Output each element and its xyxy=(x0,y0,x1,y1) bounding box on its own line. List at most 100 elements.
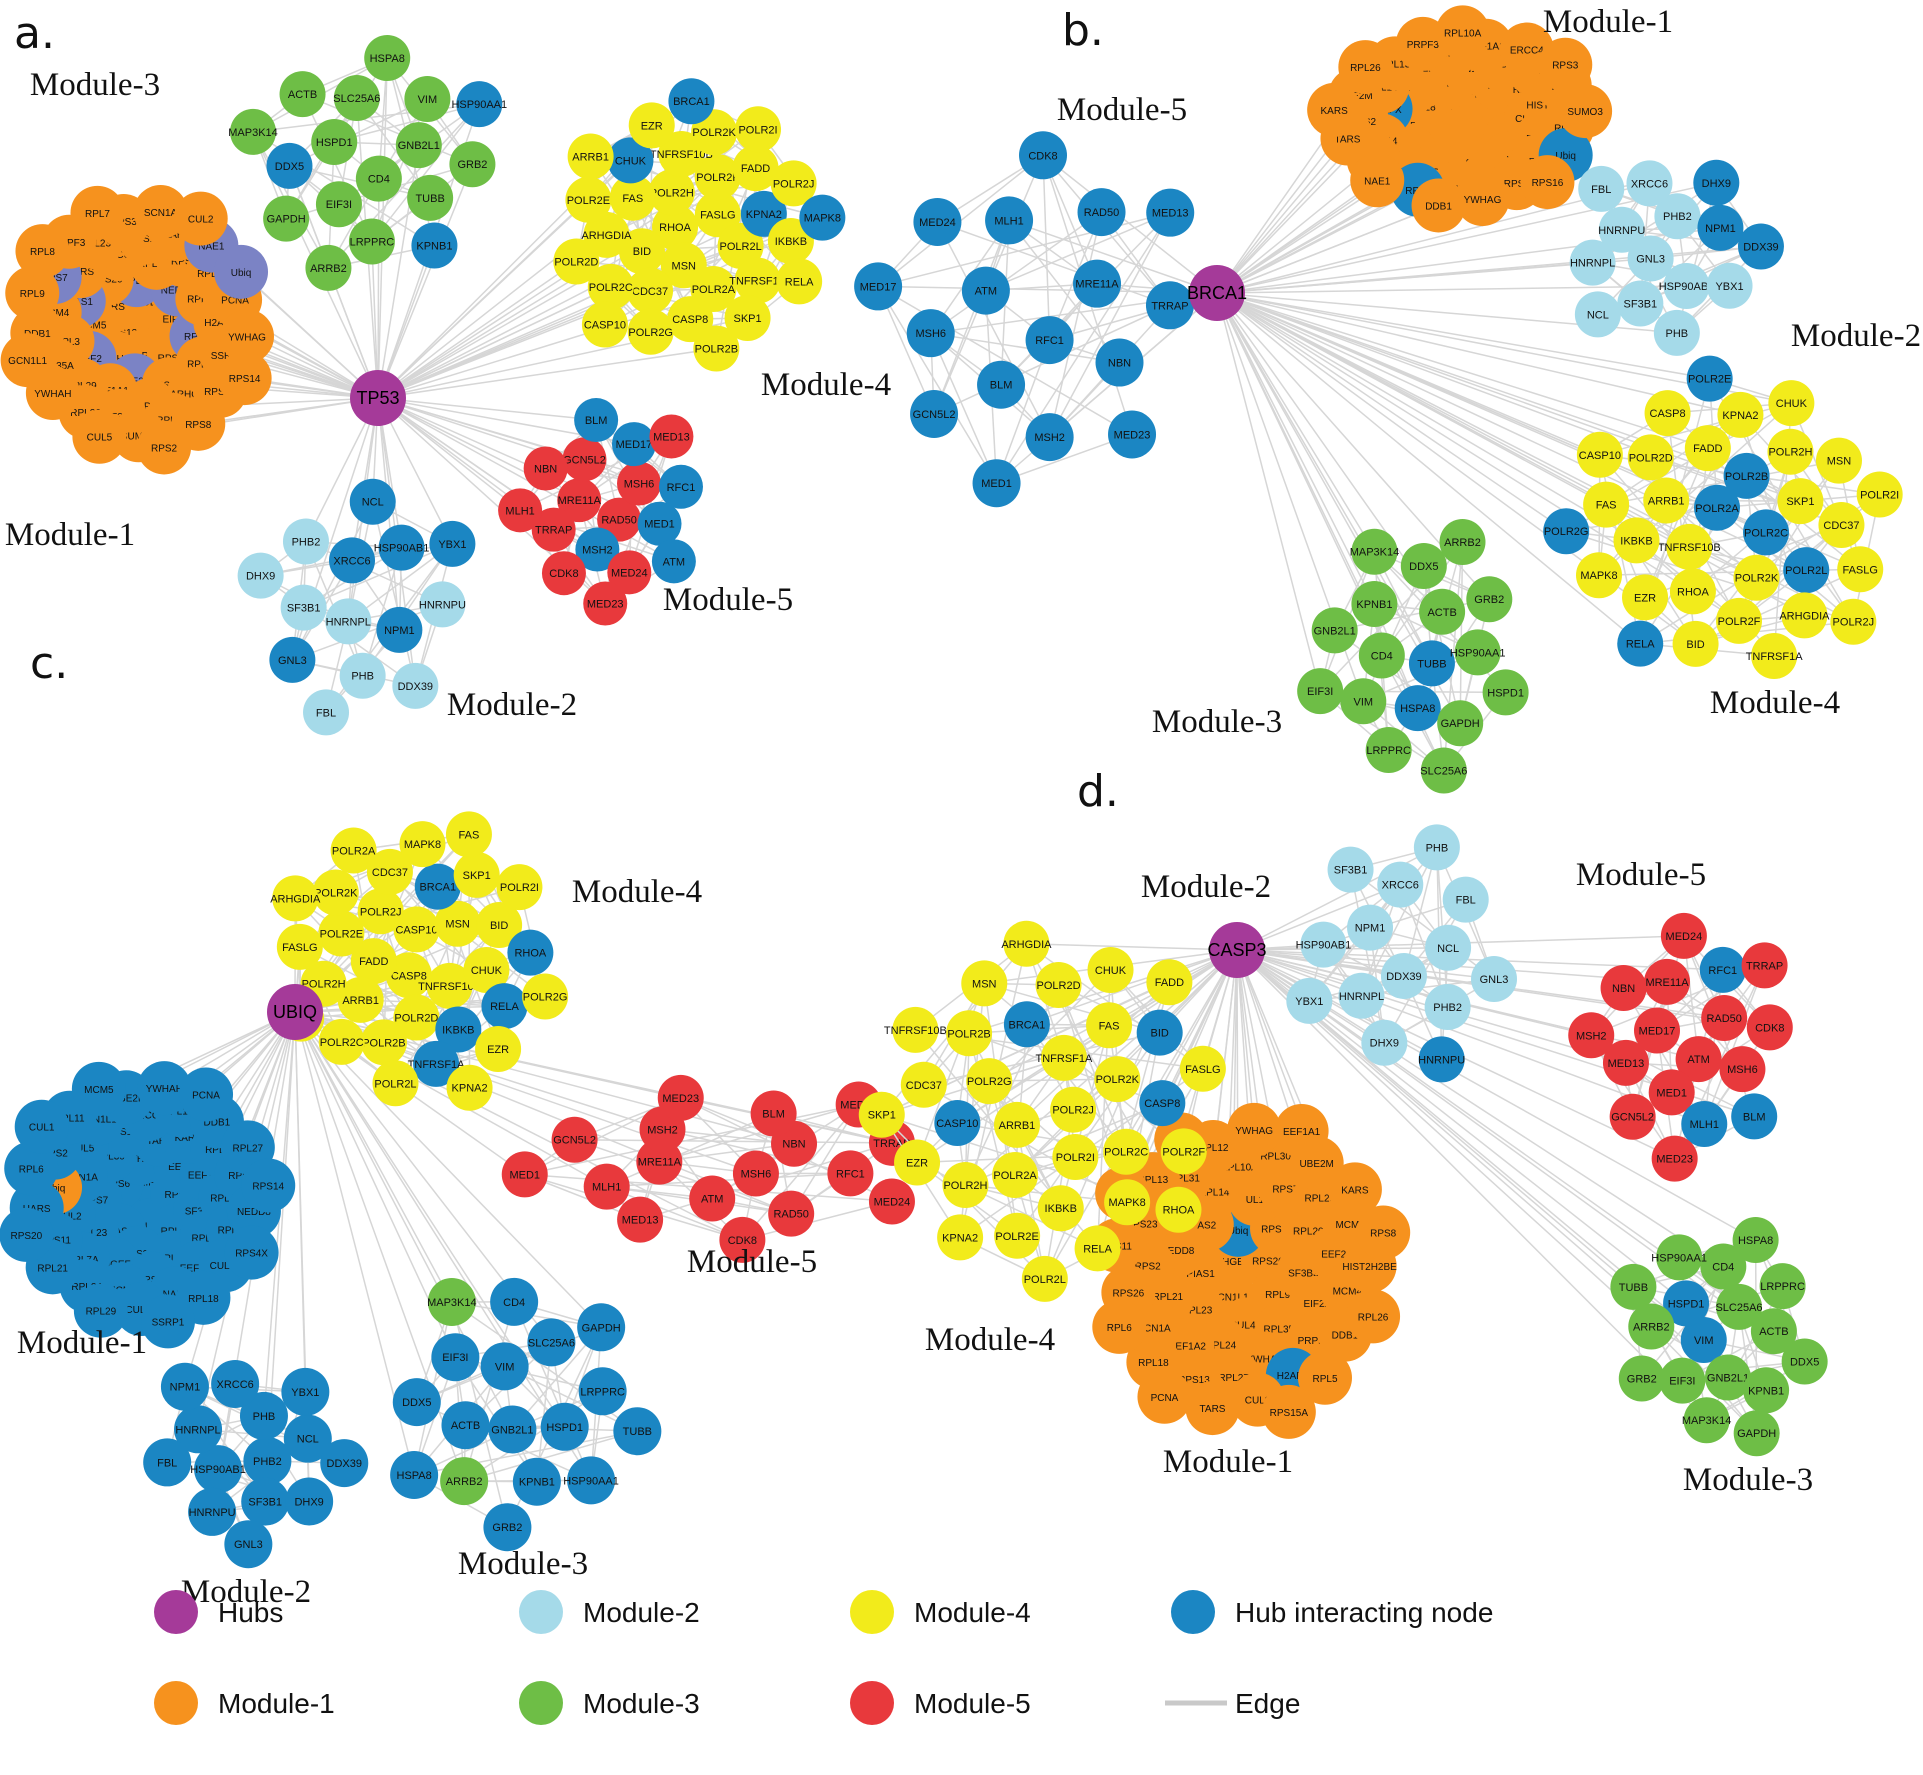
node-POLR2K[interactable]: POLR2K xyxy=(1094,1056,1141,1103)
node-CHUK[interactable]: CHUK xyxy=(607,137,654,184)
node-POLR2E[interactable]: POLR2E xyxy=(565,176,612,223)
node-circle[interactable] xyxy=(490,1277,539,1326)
node-circle[interactable] xyxy=(0,1207,54,1262)
node-TNFRSF1A[interactable]: TNFRSF1A xyxy=(729,257,787,304)
node-GNB2L1[interactable]: GNB2L1 xyxy=(395,122,442,169)
node-circle[interactable] xyxy=(1656,1234,1703,1281)
node-circle[interactable] xyxy=(770,160,817,207)
node-NCL[interactable]: NCL xyxy=(1574,291,1621,338)
node-MSH2[interactable]: MSH2 xyxy=(1025,413,1074,462)
node-circle[interactable] xyxy=(1037,1185,1084,1232)
node-circle[interactable] xyxy=(562,437,607,482)
node-YBX1[interactable]: YBX1 xyxy=(1706,262,1753,309)
node-POLR2J[interactable]: POLR2J xyxy=(357,888,404,935)
node-circle[interactable] xyxy=(1411,178,1466,233)
node-circle[interactable] xyxy=(1347,904,1394,951)
node-circle[interactable] xyxy=(1609,1093,1656,1140)
node-RPL6[interactable]: RPL6 xyxy=(1092,1299,1147,1354)
node-HSPD1[interactable]: HSPD1 xyxy=(540,1402,589,1451)
node-circle[interactable] xyxy=(1074,1225,1121,1272)
node-circle[interactable] xyxy=(446,1064,493,1111)
node-FBL[interactable]: FBL xyxy=(1442,876,1489,923)
node-circle[interactable] xyxy=(413,1040,460,1087)
node-POLR2K[interactable]: POLR2K xyxy=(312,869,359,916)
node-CASP8[interactable]: CASP8 xyxy=(385,952,432,999)
node-EIF3I[interactable]: EIF3I xyxy=(1297,668,1344,715)
node-MAPK8[interactable]: MAPK8 xyxy=(1104,1179,1151,1226)
node-RPS15A[interactable]: RPS15A xyxy=(1261,1384,1316,1439)
node-circle[interactable] xyxy=(1538,37,1593,92)
hub-circle[interactable] xyxy=(1189,265,1245,321)
node-circle[interactable] xyxy=(407,174,454,221)
node-SF3B1[interactable]: SF3B1 xyxy=(241,1477,290,1526)
node-TRRAP[interactable]: TRRAP xyxy=(1145,281,1194,330)
node-RPL5[interactable]: RPL5 xyxy=(1297,1350,1352,1405)
node-POLR2J[interactable]: POLR2J xyxy=(770,160,817,207)
node-circle[interactable] xyxy=(961,960,1008,1007)
node-YBX1[interactable]: YBX1 xyxy=(429,520,476,567)
node-circle[interactable] xyxy=(1767,428,1814,475)
node-circle[interactable] xyxy=(427,1277,476,1326)
node-circle[interactable] xyxy=(1136,1009,1183,1056)
node-circle[interactable] xyxy=(1651,1135,1698,1182)
node-circle[interactable] xyxy=(1297,1350,1352,1405)
node-circle[interactable] xyxy=(648,169,695,216)
node-circle[interactable] xyxy=(1021,1255,1068,1302)
node-circle[interactable] xyxy=(404,75,451,122)
node-SSRP1[interactable]: SSRP1 xyxy=(140,1294,195,1349)
node-circle[interactable] xyxy=(194,1445,243,1494)
node-TUBB[interactable]: TUBB xyxy=(1408,640,1455,687)
node-ACTB[interactable]: ACTB xyxy=(441,1401,490,1450)
node-circle[interactable] xyxy=(750,1090,797,1137)
node-circle[interactable] xyxy=(557,478,602,523)
node-FAS[interactable]: FAS xyxy=(609,174,656,221)
node-circle[interactable] xyxy=(1648,1069,1695,1116)
node-GCN5L2[interactable]: GCN5L2 xyxy=(1609,1093,1656,1140)
node-MAP3K14[interactable]: MAP3K14 xyxy=(228,108,278,155)
node-ARHGDIA[interactable]: ARHGDIA xyxy=(1001,920,1052,967)
node-CASP10[interactable]: CASP10 xyxy=(934,1099,981,1146)
node-circle[interactable] xyxy=(1003,1001,1050,1048)
node-circle[interactable] xyxy=(541,551,586,596)
node-circle[interactable] xyxy=(445,811,492,858)
node-EZR[interactable]: EZR xyxy=(1622,574,1669,621)
node-BRCA1[interactable]: BRCA1 xyxy=(1003,1001,1050,1048)
node-SKP1[interactable]: SKP1 xyxy=(1777,478,1824,525)
node-NPM1[interactable]: NPM1 xyxy=(376,606,423,653)
node-VIM[interactable]: VIM xyxy=(404,75,451,122)
node-circle[interactable] xyxy=(1435,5,1490,60)
node-circle[interactable] xyxy=(942,1162,989,1209)
node-MED23[interactable]: MED23 xyxy=(583,581,628,626)
node-IKBKB[interactable]: IKBKB xyxy=(1037,1185,1084,1232)
node-circle[interactable] xyxy=(1419,588,1466,635)
node-circle[interactable] xyxy=(220,309,275,364)
node-circle[interactable] xyxy=(1743,509,1790,556)
node-circle[interactable] xyxy=(1759,1263,1806,1310)
node-circle[interactable] xyxy=(1095,338,1144,387)
node-circle[interactable] xyxy=(303,689,350,736)
node-KPNA2[interactable]: KPNA2 xyxy=(1717,391,1764,438)
node-YWHAG[interactable]: YWHAG xyxy=(1227,1102,1282,1157)
node-GRB2[interactable]: GRB2 xyxy=(449,141,496,188)
node-circle[interactable] xyxy=(910,390,959,439)
node-circle[interactable] xyxy=(1087,946,1134,993)
node-MED23[interactable]: MED23 xyxy=(657,1074,704,1121)
node-circle[interactable] xyxy=(0,333,55,388)
node-circle[interactable] xyxy=(1681,1100,1728,1147)
node-circle[interactable] xyxy=(587,263,634,310)
node-CASP8[interactable]: CASP8 xyxy=(1139,1080,1186,1127)
node-GRB2[interactable]: GRB2 xyxy=(1466,576,1513,623)
node-HNRNPL[interactable]: HNRNPL xyxy=(174,1405,223,1454)
node-NPM1[interactable]: NPM1 xyxy=(160,1362,209,1411)
node-MSH6[interactable]: MSH6 xyxy=(906,309,955,358)
node-circle[interactable] xyxy=(1327,846,1374,893)
node-HSPA8[interactable]: HSPA8 xyxy=(390,1451,439,1500)
node-circle[interactable] xyxy=(799,194,846,241)
node-circle[interactable] xyxy=(1666,523,1713,570)
node-circle[interactable] xyxy=(1627,235,1674,282)
node-circle[interactable] xyxy=(1617,280,1664,327)
node-POLR2D[interactable]: POLR2D xyxy=(1627,434,1674,481)
node-ARRB1[interactable]: ARRB1 xyxy=(1643,477,1690,524)
node-circle[interactable] xyxy=(1643,477,1690,524)
node-circle[interactable] xyxy=(1413,824,1460,871)
